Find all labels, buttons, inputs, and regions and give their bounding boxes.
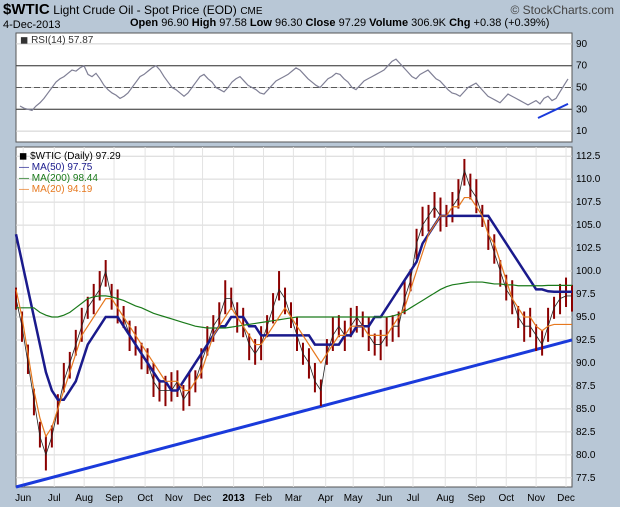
- rsi-tick-label: 70: [576, 61, 588, 72]
- price-tick-label: 90.0: [576, 358, 596, 369]
- close-label: Close: [305, 17, 336, 29]
- ma-line-ma50: [14, 214, 572, 401]
- x-tick-label: Jun: [15, 493, 31, 504]
- rsi-legend: ◼ RSI(14) 57.87: [20, 35, 94, 46]
- rsi-trendline: [537, 102, 569, 119]
- chg-value: +0.38 (+0.39%): [473, 17, 550, 29]
- price-tick-label: 85.0: [576, 404, 596, 415]
- x-tick-label: Jul: [48, 493, 61, 504]
- price-panel: 77.5 80.0 82.5 85.0 87.5 90.0 92.5 95.0 97.5 100.…: [14, 146, 601, 489]
- rsi-tick-label: 30: [576, 104, 588, 115]
- volume-label: Volume: [369, 17, 409, 29]
- price-tick-label: 92.5: [576, 335, 596, 346]
- x-tick-label: Sep: [467, 493, 485, 504]
- x-tick-label: Nov: [165, 493, 183, 504]
- x-tick-label: Jun: [376, 493, 392, 504]
- x-tick-label: Oct: [498, 493, 514, 504]
- watermark: © StockCharts.com: [510, 3, 614, 17]
- price-tick-label: 87.5: [576, 381, 596, 392]
- chg-label: Chg: [449, 17, 471, 29]
- price-tick-label: 95.0: [576, 312, 596, 323]
- ma-line-ma200: [16, 281, 572, 329]
- ma-line-ma20: [15, 196, 572, 438]
- price-tick-label: 77.5: [576, 473, 596, 484]
- quote-date: 4-Dec-2013: [3, 19, 61, 31]
- rsi-line: [19, 58, 569, 112]
- x-tick-label: Feb: [255, 493, 273, 504]
- rsi-panel: 10 30 50 70 90 ◼ RSI(14) 57.87: [15, 32, 588, 143]
- x-tick-label: Apr: [318, 493, 334, 504]
- chart-title: $WTIC Light Crude Oil - Spot Price (EOD)…: [3, 1, 263, 18]
- low-label: Low: [249, 17, 272, 29]
- price-tick-label: 102.5: [576, 243, 601, 254]
- price-tick-label: 105.0: [576, 220, 601, 231]
- x-tick-label: Sep: [105, 493, 123, 504]
- x-tick-label: Oct: [137, 493, 153, 504]
- x-tick-label: Aug: [75, 493, 93, 504]
- high-value: 97.58: [219, 17, 247, 29]
- x-tick-label: Mar: [285, 493, 303, 504]
- x-tick-label: Nov: [527, 493, 545, 504]
- x-tick-label: May: [344, 493, 363, 504]
- price-tick-label: 80.0: [576, 450, 596, 461]
- price-line: [15, 168, 572, 457]
- close-value: 97.29: [338, 17, 367, 29]
- price-tick-label: 82.5: [576, 427, 596, 438]
- volume-value: 306.9K: [411, 17, 447, 29]
- price-legend-item: — MA(200) 98.44: [19, 173, 98, 184]
- open-value: 96.90: [161, 17, 189, 29]
- price-tick-label: 100.0: [576, 266, 601, 277]
- price-tick-label: 97.5: [576, 289, 596, 300]
- price-tick-label: 110.0: [576, 174, 601, 185]
- price-tick-label: 107.5: [576, 197, 601, 208]
- price-legend-item: — MA(50) 97.75: [19, 162, 93, 173]
- exchange-label: CME: [240, 6, 263, 17]
- price-tick-label: 112.5: [576, 151, 601, 162]
- price-legend-item: — MA(20) 94.19: [19, 184, 93, 195]
- x-tick-label: Jul: [407, 493, 420, 504]
- x-tick-label: Dec: [194, 493, 212, 504]
- rsi-tick-label: 50: [576, 83, 588, 94]
- instrument-name: Light Crude Oil - Spot Price (EOD): [53, 3, 237, 17]
- rsi-tick-label: 90: [576, 39, 588, 50]
- rsi-tick-label: 10: [576, 126, 588, 137]
- ohlc-readout: Open 96.90 High 97.58 Low 96.30 Close 97…: [130, 17, 549, 29]
- symbol-label: $WTIC: [3, 1, 50, 18]
- x-tick-label: Aug: [436, 493, 454, 504]
- x-axis: Jun Jul Aug Sep Oct Nov Dec 2013 Feb Mar Apr May Jun…: [15, 493, 575, 504]
- x-tick-label: 2013: [222, 493, 245, 504]
- x-tick-label: Dec: [557, 493, 575, 504]
- price-legend-item: ◼ $WTIC (Daily) 97.29: [19, 151, 121, 162]
- low-value: 96.30: [274, 17, 303, 29]
- high-label: High: [191, 17, 217, 29]
- open-label: Open: [130, 17, 159, 29]
- support-trendline: [15, 338, 573, 489]
